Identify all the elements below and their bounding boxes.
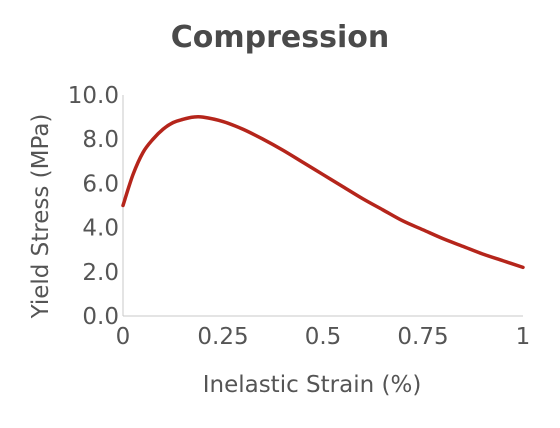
x-tick-label: 0.5: [305, 324, 342, 350]
y-tick-label: 10.0: [68, 83, 119, 109]
x-tick-label: 1: [516, 324, 531, 350]
y-tick-label: 4.0: [82, 216, 119, 242]
x-tick-label: 0.75: [397, 324, 448, 350]
chart-title: Compression: [170, 20, 390, 55]
y-tick-label: 0.0: [82, 304, 119, 330]
y-tick-label: 6.0: [82, 171, 119, 197]
x-tick-label: 0: [116, 324, 131, 350]
y-axis-ticks: 0.0 2.0 4.0 6.0 8.0 10.0: [68, 83, 119, 330]
x-axis-ticks: 0 0.25 0.5 0.75 1: [116, 324, 531, 350]
series-layer: [121, 114, 525, 270]
series-line: [121, 114, 525, 270]
x-axis-label: Inelastic Strain (%): [203, 372, 422, 398]
y-tick-label: 8.0: [82, 127, 119, 153]
y-tick-label: 2.0: [82, 260, 119, 286]
x-tick-label: 0.25: [197, 324, 248, 350]
y-axis-label: Yield Stress (MPa): [28, 114, 54, 320]
